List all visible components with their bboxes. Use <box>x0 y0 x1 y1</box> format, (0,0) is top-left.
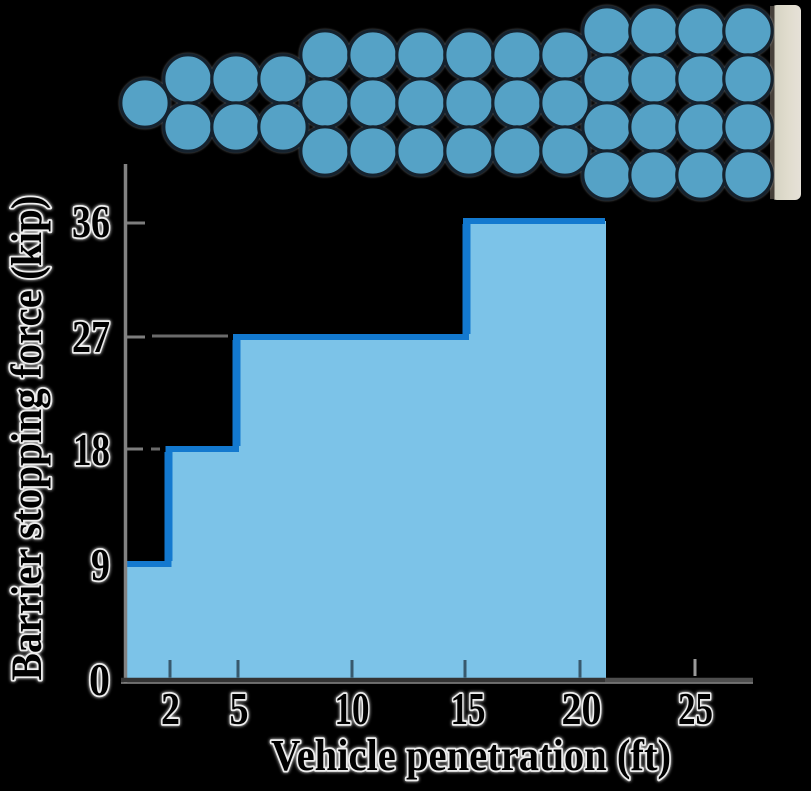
svg-text:2: 2 <box>161 683 180 734</box>
svg-text:9: 9 <box>91 539 110 590</box>
svg-text:36: 36 <box>72 196 110 247</box>
svg-text:10: 10 <box>335 683 370 734</box>
svg-text:Barrier stopping force (kip): Barrier stopping force (kip) <box>4 196 51 681</box>
svg-text:20: 20 <box>562 683 602 734</box>
svg-text:5: 5 <box>230 683 249 734</box>
svg-text:Vehicle penetration (ft): Vehicle penetration (ft) <box>271 731 671 780</box>
svg-text:15: 15 <box>451 683 486 734</box>
svg-text:25: 25 <box>678 683 713 734</box>
svg-text:18: 18 <box>73 424 110 475</box>
svg-text:0: 0 <box>89 654 110 705</box>
svg-text:27: 27 <box>72 311 110 362</box>
